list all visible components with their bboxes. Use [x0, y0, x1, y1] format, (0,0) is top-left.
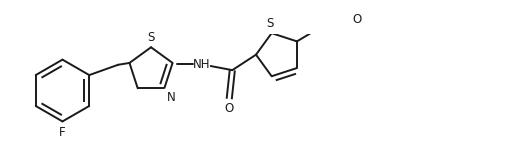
- Text: NH: NH: [192, 58, 210, 72]
- Text: O: O: [224, 102, 233, 115]
- Text: N: N: [166, 91, 175, 104]
- Text: S: S: [265, 17, 273, 30]
- Text: O: O: [351, 13, 361, 26]
- Text: S: S: [147, 31, 155, 44]
- Text: F: F: [59, 126, 66, 139]
